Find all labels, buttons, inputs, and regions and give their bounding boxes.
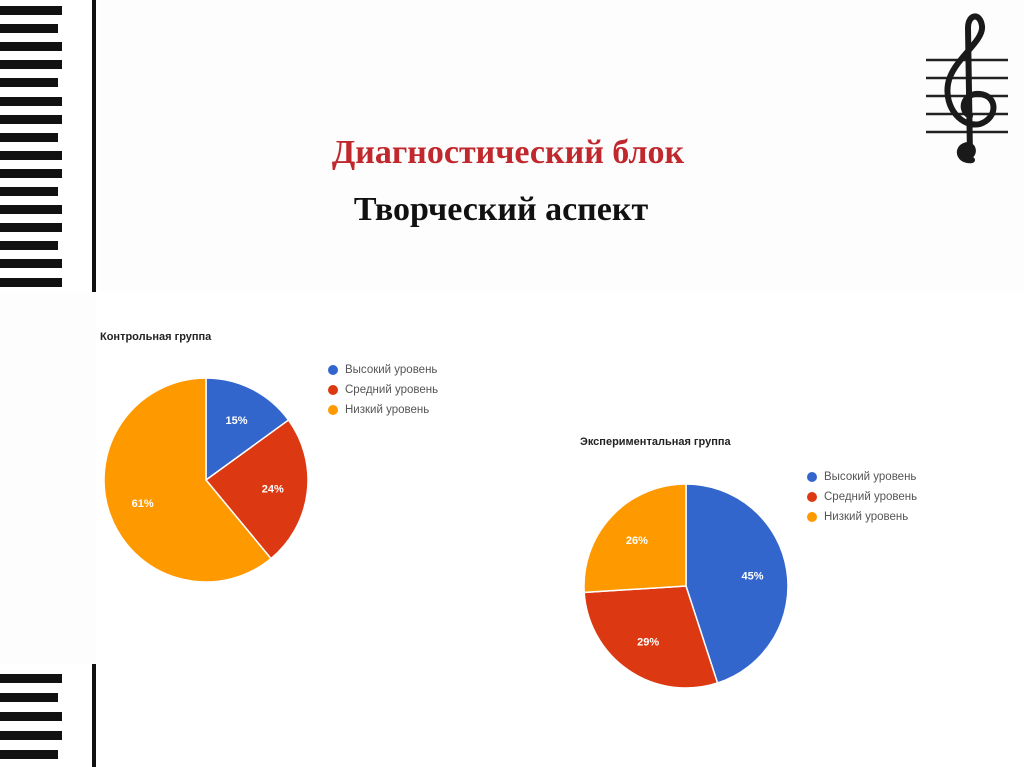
piano-black-key xyxy=(0,693,58,702)
piano-black-key xyxy=(0,241,58,251)
piano-black-key xyxy=(0,674,62,683)
piano-black-key xyxy=(0,750,58,759)
piano-black-key xyxy=(0,132,58,142)
pie-slice-label: 26% xyxy=(626,535,648,547)
legend-label: Высокий уровень xyxy=(824,471,917,483)
pie-slice xyxy=(583,585,719,689)
legend-item: Низкий уровень xyxy=(807,510,924,525)
piano-keys-icon xyxy=(0,0,100,292)
legend-label: Средний уровень xyxy=(824,491,918,503)
legend-dot-icon xyxy=(807,472,817,482)
legend-label: Средний уровень xyxy=(345,384,439,396)
piano-edge xyxy=(92,0,96,292)
legend-label: Низкий уровень xyxy=(345,404,430,416)
legend-item: Средний уровень xyxy=(328,383,445,398)
legend-label: Высокий уровень xyxy=(345,364,438,376)
pie-chart-control: 15% 24% 61% xyxy=(103,377,309,583)
piano-black-key xyxy=(0,187,58,196)
pie-slice xyxy=(103,377,273,583)
legend-dot-icon xyxy=(807,512,817,522)
piano-black-key xyxy=(0,223,62,233)
piano-black-key xyxy=(0,712,62,721)
piano-black-key xyxy=(0,150,62,160)
legend-item: Низкий уровень xyxy=(328,403,445,418)
chart-title-experimental: Экспериментальная группа xyxy=(580,436,731,448)
pie-chart-experimental: 45% 29% 26% xyxy=(583,483,789,689)
piano-keys-bottom-icon xyxy=(0,664,100,767)
piano-black-key xyxy=(0,731,62,740)
pie-slice xyxy=(205,377,290,482)
piano-black-key xyxy=(0,277,62,287)
pie-slice xyxy=(685,483,789,684)
legend-dot-icon xyxy=(328,365,338,375)
slide-title: Диагностический блок xyxy=(331,134,685,171)
legend-item: Высокий уровень xyxy=(807,470,924,485)
piano-black-key xyxy=(0,24,58,34)
pie-slice-label: 24% xyxy=(262,483,284,495)
pie-slice-label: 61% xyxy=(132,498,154,510)
legend-item: Средний уровень xyxy=(807,490,924,505)
piano-black-key xyxy=(0,114,62,124)
pie-slice xyxy=(583,483,687,594)
legend-dot-icon xyxy=(328,385,338,395)
pie-slice xyxy=(204,418,309,560)
piano-black-key xyxy=(0,78,58,88)
piano-black-key xyxy=(0,60,62,70)
legend-experimental: Высокий уровень Средний уровень Низкий уро… xyxy=(807,470,924,530)
chart-title-control: Контрольная группа xyxy=(100,331,212,343)
slide-subtitle: Творческий аспект xyxy=(353,191,649,228)
piano-black-key xyxy=(0,6,62,15)
legend-control: Высокий уровень Средний уровень Низкий уро… xyxy=(328,363,445,423)
legend-label: Низкий уровень xyxy=(824,511,909,523)
pie-slice-label: 29% xyxy=(637,637,659,649)
legend-item: Высокий уровень xyxy=(328,363,445,378)
treble-clef-icon xyxy=(926,13,1008,164)
pie-slice-label: 15% xyxy=(226,415,248,427)
piano-black-key xyxy=(0,96,62,106)
piano-edge xyxy=(92,664,96,767)
piano-black-key xyxy=(0,168,62,178)
piano-black-key xyxy=(0,205,62,215)
legend-dot-icon xyxy=(807,492,817,502)
legend-dot-icon xyxy=(328,405,338,415)
piano-black-key xyxy=(0,259,62,269)
pie-slice-label: 45% xyxy=(741,570,763,582)
piano-black-key xyxy=(0,42,62,52)
